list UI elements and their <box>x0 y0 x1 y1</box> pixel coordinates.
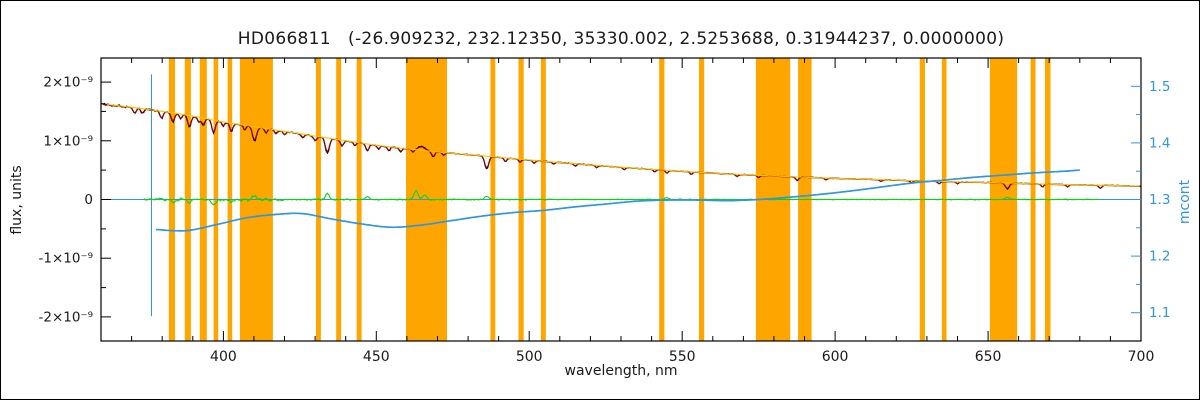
residual-line <box>143 189 1099 206</box>
y-right-tick-label: 1.4 <box>1149 135 1170 151</box>
y-left-tick-label: 2×10⁻⁹ <box>43 75 93 91</box>
x-tick-label: 600 <box>822 349 849 365</box>
spectra-curves <box>101 102 1141 232</box>
tick-labels: 2×10⁻⁹ 1×10⁻⁹ 0 -1×10⁻⁹ -2×10⁻⁹ 400 450 500 550 6… <box>39 75 1171 365</box>
y-right-tick-label: 1.3 <box>1149 192 1170 208</box>
y-left-tick-label: -2×10⁻⁹ <box>39 309 94 325</box>
y-right-tick-label: 1.2 <box>1149 249 1170 265</box>
x-tick-label: 650 <box>975 349 1002 365</box>
y-right-tick-label: 1.1 <box>1149 305 1170 321</box>
x-axis-label: wavelength, nm <box>564 363 678 379</box>
x-tick-label: 450 <box>363 349 390 365</box>
x-tick-label: 500 <box>516 349 543 365</box>
axes <box>100 57 1142 342</box>
y-right-tick-label: 1.5 <box>1149 79 1170 95</box>
x-tick-label: 700 <box>1128 349 1155 365</box>
y-left-tick-label: 1×10⁻⁹ <box>43 133 93 149</box>
plot-title: HD066811 (-26.909232, 232.12350, 35330.0… <box>237 29 1005 49</box>
mcont-line <box>156 169 1080 232</box>
x-tick-label: 400 <box>210 349 237 365</box>
y-left-tick-label: 0 <box>84 192 93 208</box>
y-left-tick-label: -1×10⁻⁹ <box>39 251 94 267</box>
continuum-line <box>107 103 1140 187</box>
x-tick-label: 550 <box>669 349 696 365</box>
